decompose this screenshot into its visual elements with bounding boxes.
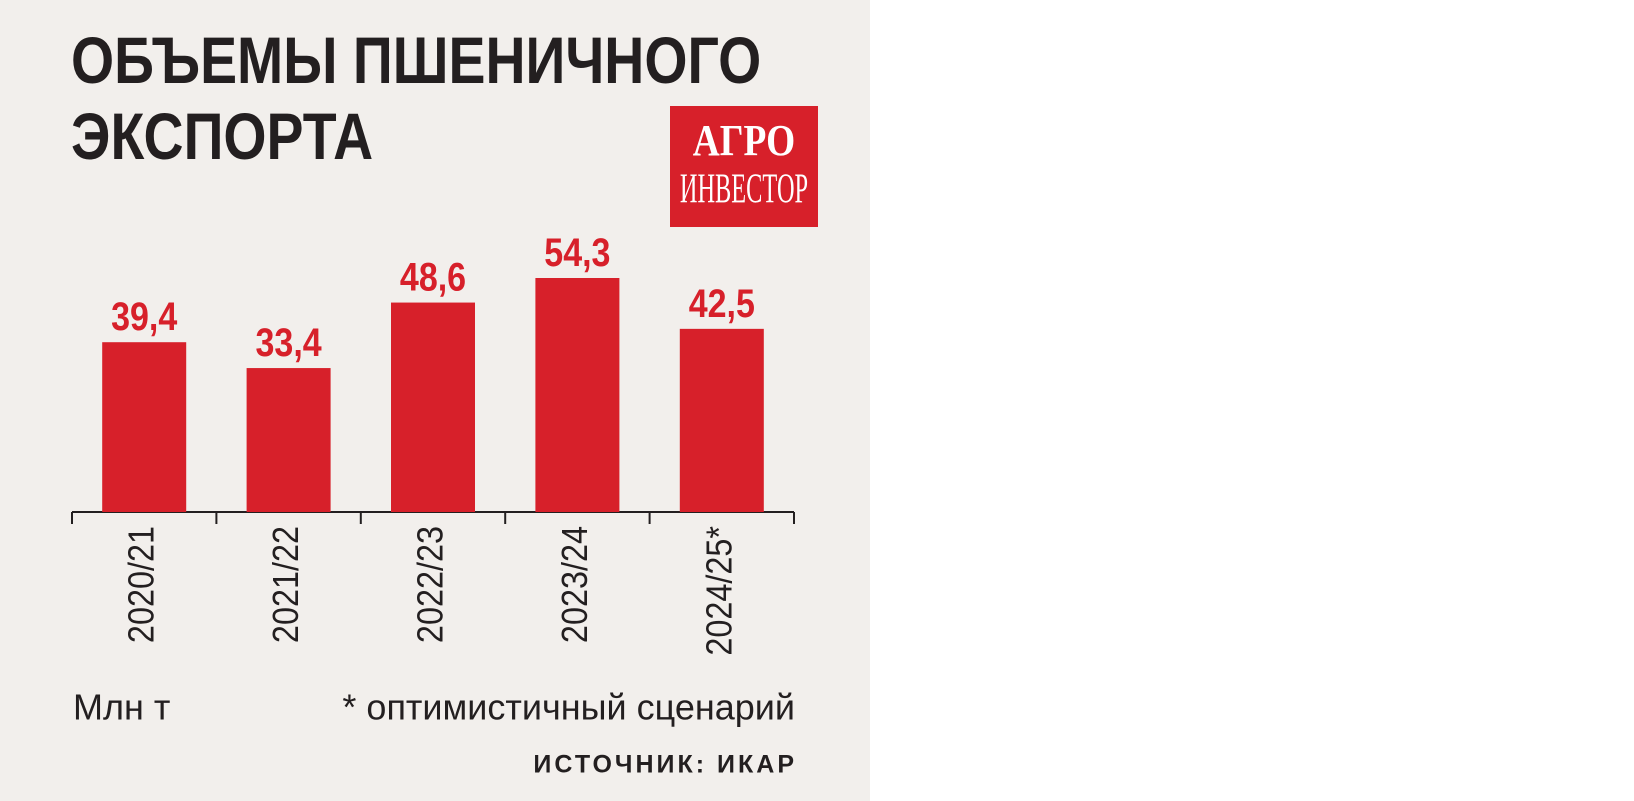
x-tick-label: 2020/21: [122, 526, 162, 643]
value-label: 54,3: [544, 229, 610, 274]
chart-title-text: ОБЪЕМЫ ПШЕНИЧНОГО ЭКСПОРТА: [71, 23, 762, 173]
unit-label: Млн т: [73, 687, 170, 728]
value-label: 42,5: [689, 280, 755, 325]
logo-line: ИНВЕСТОР: [680, 166, 808, 212]
value-label: 48,6: [400, 254, 466, 299]
bar: [391, 302, 475, 512]
source: ИСТОЧНИК: ИКАР: [533, 751, 797, 779]
logo-line: АГРО: [693, 116, 796, 164]
value-label: 33,4: [256, 319, 322, 364]
bar: [679, 328, 764, 512]
note: * оптимистичный сценарий: [342, 687, 795, 728]
chart-panel: ОБЪЕМЫ ПШЕНИЧНОГО ЭКСПОРТА АГРО ИНВЕСТОР…: [0, 0, 870, 801]
x-tick-label: 2021/22: [267, 526, 307, 643]
chart-title: ОБЪЕМЫ ПШЕНИЧНОГО ЭКСПОРТА: [71, 22, 761, 174]
chart: АГРО ИНВЕСТОР Млн т * оптимистичный сцен…: [71, 106, 818, 779]
x-tick-label: 2024/25*: [700, 526, 740, 656]
bar: [535, 278, 620, 512]
logo-box: [670, 106, 818, 227]
value-label: 39,4: [111, 294, 177, 339]
x-tick-label: 2023/24: [555, 526, 595, 643]
bar: [246, 368, 331, 512]
bar: [102, 342, 187, 512]
x-tick-label: 2022/23: [411, 526, 451, 643]
